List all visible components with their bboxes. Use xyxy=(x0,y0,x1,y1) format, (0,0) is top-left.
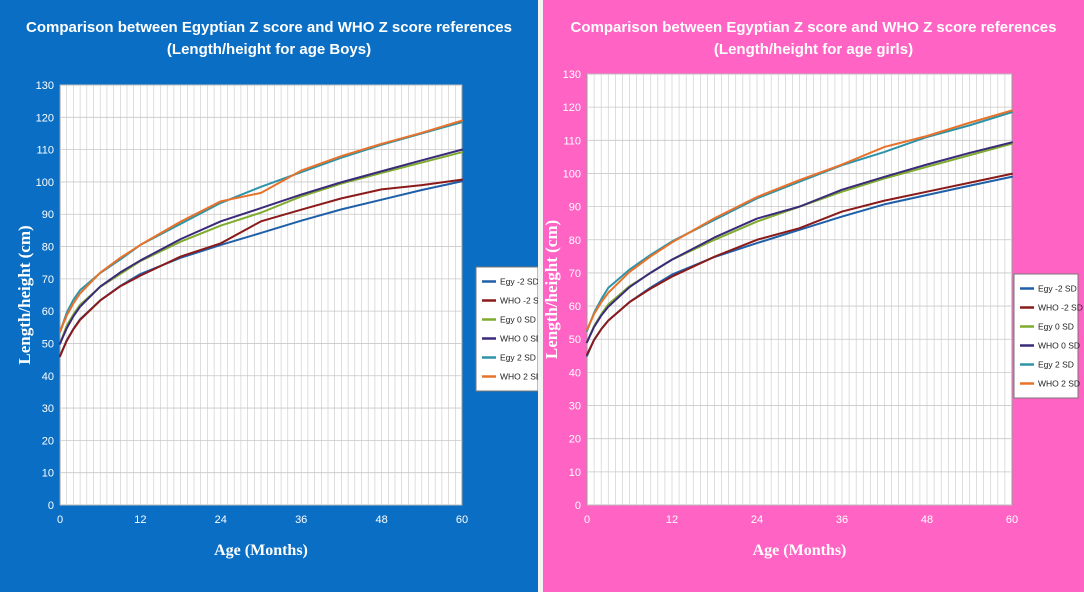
undefined-legend: Egy -2 SD WHO -2 SD Egy 0 SD WHO 0 SD Egy 2 … xyxy=(1013,273,1083,399)
undefined-legend-label: Egy 0 SD xyxy=(1038,322,1074,332)
undefined-y-tick-label: 130 xyxy=(563,69,581,81)
undefined-y-tick-label: 40 xyxy=(569,367,581,379)
undefined-x-tick-label: 0 xyxy=(57,514,63,526)
undefined-y-tick-label: 30 xyxy=(42,403,54,415)
undefined-series-line-4 xyxy=(586,141,1013,344)
undefined-legend-label: WHO -2 SD xyxy=(1038,303,1083,313)
undefined-series-line-3 xyxy=(59,151,463,345)
girls-chart: 0 10 20 30 40 50 60 70 80 90 100 110 120 130 0 12 24 36 48… xyxy=(543,69,1083,559)
undefined-y-tick-label: 100 xyxy=(36,177,54,189)
undefined-x-axis-title: Age (Months) xyxy=(753,542,847,559)
girls-chart-panel: Comparison between Egyptian Z score and … xyxy=(543,0,1084,592)
undefined-y-tick-label: 70 xyxy=(42,274,54,286)
undefined-x-tick-label: 24 xyxy=(751,514,763,526)
undefined-x-tick-label: 60 xyxy=(1006,514,1018,526)
undefined-y-tick-label: 90 xyxy=(569,202,581,214)
undefined-x-tick-label: 24 xyxy=(215,514,227,526)
undefined-x-tick-label: 36 xyxy=(295,514,307,526)
undefined-series-line-6 xyxy=(586,109,1013,331)
girls-chart-subtitle: (Length/height for age girls) xyxy=(713,41,914,58)
undefined-y-tick-label: 0 xyxy=(48,500,54,512)
undefined-vertical-grid xyxy=(66,85,456,505)
boys-chart-subtitle: (Length/height for age Boys) xyxy=(166,41,372,58)
undefined-y-tick-label: 60 xyxy=(569,301,581,313)
undefined-y-tick-label: 50 xyxy=(42,338,54,350)
undefined-y-tick-label: 0 xyxy=(575,500,581,512)
undefined-series-line-2 xyxy=(586,172,1013,356)
undefined-y-tick-label: 110 xyxy=(563,135,581,147)
undefined-legend-box xyxy=(1013,273,1079,399)
undefined-y-tick-label: 30 xyxy=(569,401,581,413)
undefined-y-tick-label: 120 xyxy=(36,112,54,124)
girls-chart-title: Comparison between Egyptian Z score and … xyxy=(570,19,1057,36)
undefined-y-tick-label: 80 xyxy=(569,235,581,247)
undefined-legend-label: Egy 0 SD xyxy=(500,315,536,325)
undefined-legend-label: WHO 2 SD xyxy=(1038,379,1080,389)
undefined-y-tick-label: 130 xyxy=(36,80,54,92)
undefined-vertical-grid xyxy=(593,74,1006,505)
undefined-y-tick-label: 120 xyxy=(563,102,581,114)
undefined-series-line-2 xyxy=(59,178,463,358)
undefined-legend-label: Egy -2 SD xyxy=(500,277,538,287)
undefined-y-tick-label: 50 xyxy=(569,334,581,346)
boys-chart-title: Comparison between Egyptian Z score and … xyxy=(26,19,512,36)
undefined-legend-label: Egy 2 SD xyxy=(1038,360,1074,370)
undefined-x-tick-label: 48 xyxy=(375,514,387,526)
undefined-series-line-6 xyxy=(59,119,463,333)
undefined-series-line-4 xyxy=(59,148,463,345)
undefined-y-axis-title: Length/height (cm) xyxy=(543,220,561,359)
boys-chart-panel: Comparison between Egyptian Z score and … xyxy=(0,0,538,592)
undefined-horizontal-grid xyxy=(587,73,1012,506)
panel-separator xyxy=(538,0,543,592)
undefined-legend-label: WHO 0 SD xyxy=(1038,341,1080,351)
undefined-y-tick-label: 10 xyxy=(42,468,54,480)
undefined-y-tick-label: 70 xyxy=(569,268,581,280)
undefined-y-tick-label: 20 xyxy=(42,435,54,447)
undefined-y-tick-label: 100 xyxy=(563,168,581,180)
undefined-y-tick-label: 80 xyxy=(42,242,54,254)
undefined-x-tick-label: 60 xyxy=(456,514,468,526)
boys-chart: 0 10 20 30 40 50 60 70 80 90 100 110 120 130 0 12 24 36 48… xyxy=(15,80,538,559)
undefined-y-tick-label: 90 xyxy=(42,209,54,221)
undefined-legend-label: Egy 2 SD xyxy=(500,353,536,363)
undefined-legend-label: WHO 2 SD xyxy=(500,372,538,382)
undefined-x-tick-label: 36 xyxy=(836,514,848,526)
undefined-y-tick-label: 60 xyxy=(42,306,54,318)
undefined-y-tick-label: 110 xyxy=(36,145,54,157)
undefined-y-axis-title: Length/height (cm) xyxy=(15,225,34,364)
undefined-x-tick-label: 12 xyxy=(666,514,678,526)
undefined-legend: Egy -2 SD WHO -2 SD Egy 0 SD WHO 0 SD Egy 2 … xyxy=(475,266,538,392)
undefined-y-tick-label: 20 xyxy=(569,434,581,446)
undefined-x-tick-label: 48 xyxy=(921,514,933,526)
undefined-legend-label: WHO 0 SD xyxy=(500,334,538,344)
undefined-legend-label: WHO -2 SD xyxy=(500,296,538,306)
undefined-series-line-5 xyxy=(59,121,463,334)
undefined-y-tick-label: 10 xyxy=(569,467,581,479)
undefined-series-line-5 xyxy=(586,111,1013,332)
undefined-x-tick-label: 12 xyxy=(134,514,146,526)
undefined-series-line-3 xyxy=(586,142,1013,344)
undefined-y-tick-label: 40 xyxy=(42,371,54,383)
undefined-x-axis-title: Age (Months) xyxy=(214,542,308,559)
undefined-legend-box xyxy=(475,266,538,392)
undefined-horizontal-grid xyxy=(60,84,462,506)
undefined-legend-label: Egy -2 SD xyxy=(1038,284,1077,294)
undefined-x-tick-label: 0 xyxy=(584,514,590,526)
